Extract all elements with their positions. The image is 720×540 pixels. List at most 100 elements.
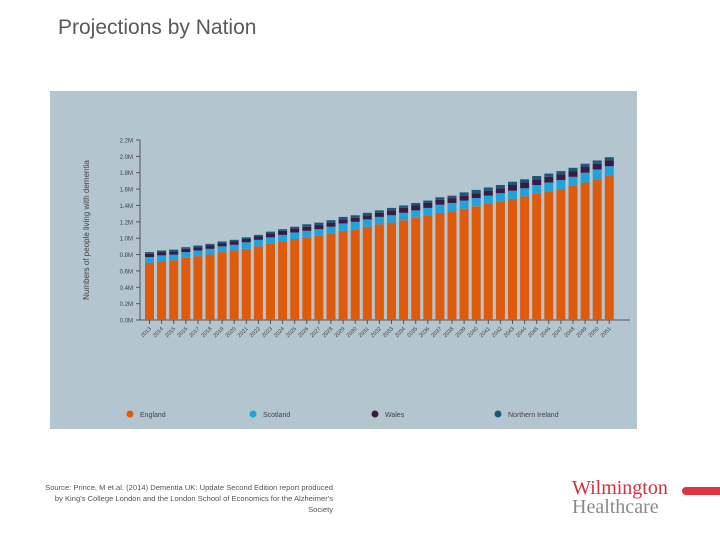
bar-wales [350, 217, 360, 222]
bar-scotland [580, 172, 590, 183]
x-tick-label: 2030 [346, 326, 359, 339]
bar-england [326, 233, 336, 320]
bar-northern-ireland [362, 212, 372, 216]
bar-northern-ireland [568, 167, 578, 172]
x-tick-label: 2049 [576, 326, 589, 339]
bar-northern-ireland [229, 239, 239, 242]
bar-scotland [532, 185, 542, 194]
bar-wales [411, 205, 421, 211]
x-tick-label: 2043 [503, 326, 516, 339]
y-tick-label: 0.0M [120, 319, 133, 325]
bar-northern-ireland [592, 160, 602, 164]
bar-scotland [326, 226, 336, 234]
y-tick-label: 0.2M [120, 302, 133, 308]
x-tick-label: 2017 [188, 326, 201, 339]
bar-scotland [592, 169, 602, 180]
legend-marker [126, 410, 134, 418]
bar-england [241, 248, 251, 320]
bar-northern-ireland [253, 234, 263, 237]
bar-scotland [374, 216, 384, 225]
bar-scotland [423, 207, 433, 216]
bar-england [411, 217, 421, 320]
legend-marker [371, 410, 379, 418]
x-tick-label: 2013 [140, 326, 153, 339]
bar-northern-ireland [556, 171, 566, 175]
bar-northern-ireland [447, 195, 457, 199]
bar-england [205, 254, 215, 320]
bar-england [483, 203, 493, 320]
bar-wales [362, 215, 372, 220]
bar-wales [604, 160, 614, 167]
x-tick-label: 2033 [382, 326, 395, 339]
bar-scotland [193, 250, 203, 257]
bar-wales [495, 188, 505, 194]
bar-wales [568, 171, 578, 177]
bar-scotland [253, 239, 263, 247]
bar-england [495, 201, 505, 320]
x-tick-label: 2046 [539, 326, 552, 339]
bar-wales [266, 233, 275, 238]
bar-northern-ireland [338, 216, 348, 220]
x-tick-label: 2040 [467, 326, 480, 339]
chart-panel: 0.0M 0.2M 0.4M 0.6M 0.8M 1.0M 1.2M 1.4M 1.6M 1.8M… [50, 91, 637, 429]
bar-scotland [302, 230, 312, 238]
bar-scotland [435, 204, 445, 213]
bar-scotland [556, 180, 566, 190]
bar-northern-ireland [459, 192, 469, 196]
x-tick-label: 2026 [297, 326, 310, 339]
bar-wales [217, 243, 227, 247]
bar-scotland [447, 203, 457, 212]
bar-scotland [350, 221, 360, 230]
bar-england [338, 230, 348, 320]
x-tick-label: 2015 [164, 326, 177, 339]
bar-england [568, 185, 578, 320]
x-tick-label: 2050 [588, 326, 601, 339]
bar-wales [544, 176, 554, 183]
bar-wales [229, 241, 239, 245]
x-tick-label: 2018 [201, 326, 214, 339]
bar-scotland [483, 195, 493, 204]
x-tick-label: 2031 [358, 326, 371, 339]
bar-northern-ireland [532, 176, 542, 180]
legend-marker [249, 410, 257, 418]
x-tick-label: 2041 [479, 326, 492, 339]
legend-label: Wales [385, 412, 405, 419]
bar-wales [181, 248, 191, 253]
bar-scotland [544, 182, 554, 192]
bar-wales [302, 226, 312, 231]
bar-wales [520, 182, 530, 189]
bar-wales [471, 193, 481, 199]
source-citation: Source: Prince, M et al. (2014) Dementia… [45, 483, 333, 514]
legend-marker [494, 410, 502, 418]
bar-northern-ireland [435, 197, 445, 200]
bar-scotland [229, 244, 239, 251]
x-tick-label: 2027 [309, 326, 322, 339]
x-tick-label: 2032 [370, 326, 383, 339]
bar-scotland [399, 212, 409, 221]
bar-scotland [241, 242, 251, 249]
bar-northern-ireland [604, 157, 614, 161]
y-tick-label: 1.6M [120, 188, 133, 194]
x-tick-label: 2034 [394, 326, 407, 339]
bar-wales [580, 167, 590, 173]
bar-northern-ireland [544, 173, 554, 177]
bar-northern-ireland [169, 249, 179, 252]
bar-scotland [387, 215, 396, 223]
legend-label: Scotland [263, 412, 290, 419]
bar-wales [399, 207, 409, 213]
y-tick-label: 1.4M [120, 204, 133, 210]
bar-england [459, 208, 469, 320]
bar-scotland [604, 166, 614, 176]
x-tick-label: 2048 [564, 326, 577, 339]
bar-england [181, 257, 191, 320]
bar-wales [157, 252, 167, 256]
x-tick-label: 2022 [249, 326, 262, 339]
bar-northern-ireland [181, 247, 191, 249]
bar-northern-ireland [193, 245, 203, 248]
bar-england [193, 256, 203, 320]
x-tick-label: 2025 [285, 326, 298, 339]
logo-line1: Wilmington [572, 477, 668, 499]
bar-northern-ireland [411, 203, 421, 206]
bar-northern-ireland [266, 231, 275, 234]
bar-england [169, 260, 179, 320]
